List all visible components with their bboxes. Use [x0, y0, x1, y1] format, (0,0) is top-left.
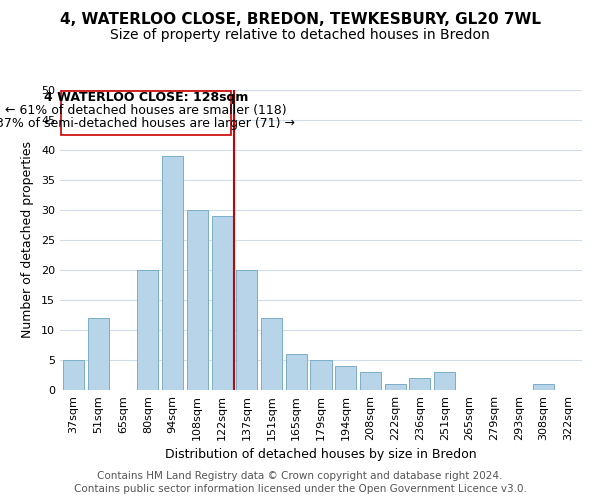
Bar [409, 378, 430, 390]
Text: 37% of semi-detached houses are larger (71) →: 37% of semi-detached houses are larger (… [0, 116, 295, 130]
Text: Contains HM Land Registry data © Crown copyright and database right 2024.: Contains HM Land Registry data © Crown c… [97, 471, 503, 481]
Bar [286, 354, 307, 390]
X-axis label: Distribution of detached houses by size in Bredon: Distribution of detached houses by size … [165, 448, 477, 462]
Bar [137, 270, 158, 390]
Bar [261, 318, 282, 390]
Text: ← 61% of detached houses are smaller (118): ← 61% of detached houses are smaller (11… [5, 104, 287, 117]
Bar [236, 270, 257, 390]
Bar [63, 360, 84, 390]
Y-axis label: Number of detached properties: Number of detached properties [21, 142, 34, 338]
Bar [434, 372, 455, 390]
Bar [533, 384, 554, 390]
Text: Size of property relative to detached houses in Bredon: Size of property relative to detached ho… [110, 28, 490, 42]
Bar [162, 156, 183, 390]
Bar [187, 210, 208, 390]
Bar [212, 216, 233, 390]
Bar [310, 360, 332, 390]
Text: 4 WATERLOO CLOSE: 128sqm: 4 WATERLOO CLOSE: 128sqm [44, 90, 248, 104]
FancyBboxPatch shape [61, 91, 231, 135]
Bar [360, 372, 381, 390]
Text: Contains public sector information licensed under the Open Government Licence v3: Contains public sector information licen… [74, 484, 526, 494]
Bar [385, 384, 406, 390]
Bar [335, 366, 356, 390]
Bar [88, 318, 109, 390]
Text: 4, WATERLOO CLOSE, BREDON, TEWKESBURY, GL20 7WL: 4, WATERLOO CLOSE, BREDON, TEWKESBURY, G… [59, 12, 541, 28]
